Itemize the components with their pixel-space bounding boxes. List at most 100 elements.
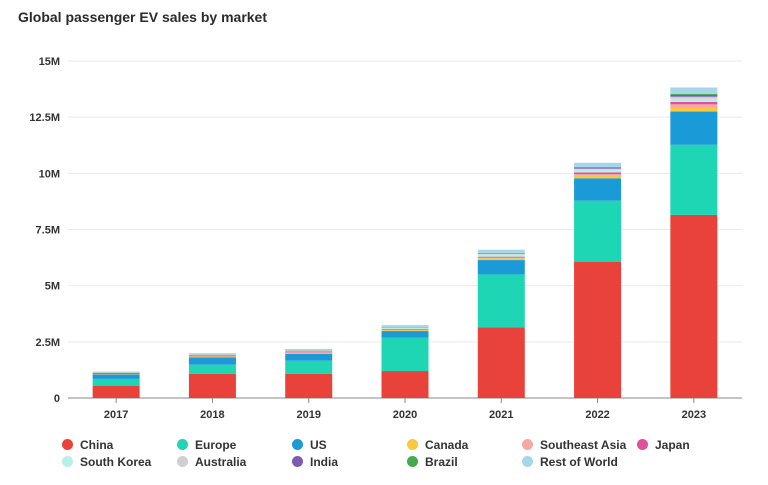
bar-2020-canada (381, 330, 429, 332)
bar-2021-australia (477, 253, 525, 255)
bar-2022-southeast-asia (574, 174, 622, 176)
bar-2019-rest-of-world (285, 348, 333, 351)
legend-item-brazil: Brazil (407, 453, 522, 470)
bar-2022-canada (574, 175, 622, 179)
legend-swatch-japan (637, 439, 648, 450)
x-tick-label-2017: 2017 (104, 409, 128, 421)
y-tick-label: 10M (39, 168, 60, 180)
legend-swatch-china (62, 439, 73, 450)
bar-2022-china (574, 261, 622, 398)
legend-item-india: India (292, 453, 407, 470)
legend-item-australia: Australia (177, 453, 292, 470)
legend-label-china: China (80, 437, 114, 452)
x-tick-label-2018: 2018 (200, 409, 224, 421)
legend-label-europe: Europe (195, 437, 237, 452)
legend-label-india: India (310, 454, 339, 469)
bar-2021-us (477, 260, 525, 275)
bar-2019-south-korea (285, 350, 333, 352)
legend-swatch-india (292, 456, 303, 467)
y-tick-label: 12.5M (29, 112, 60, 124)
bar-2023-canada (670, 107, 718, 112)
bar-2019-us (285, 353, 333, 361)
bar-2020-japan (381, 329, 429, 330)
legend-row-2: South Korea Australia India Brazil Rest … (62, 453, 762, 470)
legend-swatch-rest-of-world (522, 456, 533, 467)
bar-2021-rest-of-world (477, 249, 525, 253)
bar-2023-india (670, 94, 718, 97)
bar-2018-rest-of-world (188, 353, 236, 355)
y-tick-label: 2.5M (36, 337, 60, 349)
bar-2017-us (92, 374, 140, 379)
legend-item-southeast-asia: Southeast Asia (522, 436, 637, 453)
legend-swatch-south-korea (62, 456, 73, 467)
bar-2018-us (188, 357, 236, 365)
y-tick-label: 5M (45, 281, 60, 293)
bar-2020-rest-of-world (381, 325, 429, 328)
bar-2021-japan (477, 256, 525, 258)
bar-2023-japan (670, 101, 718, 105)
legend-swatch-europe (177, 439, 188, 450)
bar-2021-europe (477, 274, 525, 328)
bar-2021-south-korea (477, 254, 525, 257)
legend-item-china: China (62, 436, 177, 453)
x-tick-label-2023: 2023 (682, 409, 706, 421)
x-tick-label-2020: 2020 (393, 409, 417, 421)
bar-2022-us (574, 178, 622, 201)
stacked-bar-chart: 0 2.5M 5M 7.5M 10M 12.5M 15M 2017 2018 2019 2020 20… (29, 56, 742, 421)
x-tick-label-2019: 2019 (296, 409, 320, 421)
bar-2022-south-korea (574, 169, 622, 173)
legend-label-brazil: Brazil (425, 454, 458, 469)
bar-2023-rest-of-world (670, 87, 718, 94)
bar-2022-rest-of-world (574, 162, 622, 168)
chart-title: Global passenger EV sales by market (18, 9, 268, 25)
legend-item-europe: Europe (177, 436, 292, 453)
bar-2020-europe (381, 337, 429, 372)
bar-2018-europe (188, 364, 236, 374)
bar-2017-europe (92, 378, 140, 386)
bar-2022-india (574, 167, 622, 169)
bar-2023-brazil (670, 93, 718, 95)
bar-2020-south-korea (381, 328, 429, 330)
chart-legend: China Europe US Canada Southeast Asia Ja… (62, 436, 762, 470)
bar-2023-china (670, 214, 718, 398)
bar-2020-us (381, 331, 429, 338)
bar-2018-canada (188, 356, 236, 358)
bar-2022-japan (574, 172, 622, 175)
bar-2019-china (285, 373, 333, 398)
legend-label-south-korea: South Korea (80, 454, 152, 469)
bar-2018-south-korea (188, 354, 236, 356)
bar-2022-brazil (574, 167, 622, 168)
legend-item-south-korea: South Korea (62, 453, 177, 470)
bar-2023-us (670, 111, 718, 145)
x-tick-label-2022: 2022 (585, 409, 609, 421)
legend-label-australia: Australia (195, 454, 247, 469)
bar-2020-china (381, 371, 429, 398)
bar-2019-japan (285, 351, 333, 353)
bar-2023-south-korea (670, 98, 718, 102)
bar-2018-china (188, 373, 236, 398)
bar-2019-europe (285, 360, 333, 374)
legend-swatch-brazil (407, 456, 418, 467)
bar-2023-europe (670, 144, 718, 215)
y-tick-label: 7.5M (36, 225, 60, 237)
bar-2021-china (477, 327, 525, 398)
bar-2018-japan (188, 355, 236, 357)
bar-2017-china (92, 385, 140, 398)
bar-2021-canada (477, 258, 525, 261)
legend-item-canada: Canada (407, 436, 522, 453)
y-tick-label: 0 (54, 393, 60, 405)
bar-2023-southeast-asia (670, 104, 718, 108)
bar-2023-australia (670, 96, 718, 99)
legend-label-us: US (310, 437, 327, 452)
bar-2021-southeast-asia (477, 257, 525, 259)
legend-item-rest-of-world: Rest of World (522, 453, 652, 470)
legend-label-southeast-asia: Southeast Asia (540, 437, 627, 452)
bar-2017-japan (92, 372, 140, 374)
legend-swatch-canada (407, 439, 418, 450)
legend-row-1: China Europe US Canada Southeast Asia Ja… (62, 436, 762, 453)
legend-swatch-southeast-asia (522, 439, 533, 450)
legend-swatch-us (292, 439, 303, 450)
bar-2019-canada (285, 352, 333, 354)
legend-swatch-australia (177, 456, 188, 467)
legend-item-japan: Japan (637, 436, 737, 453)
